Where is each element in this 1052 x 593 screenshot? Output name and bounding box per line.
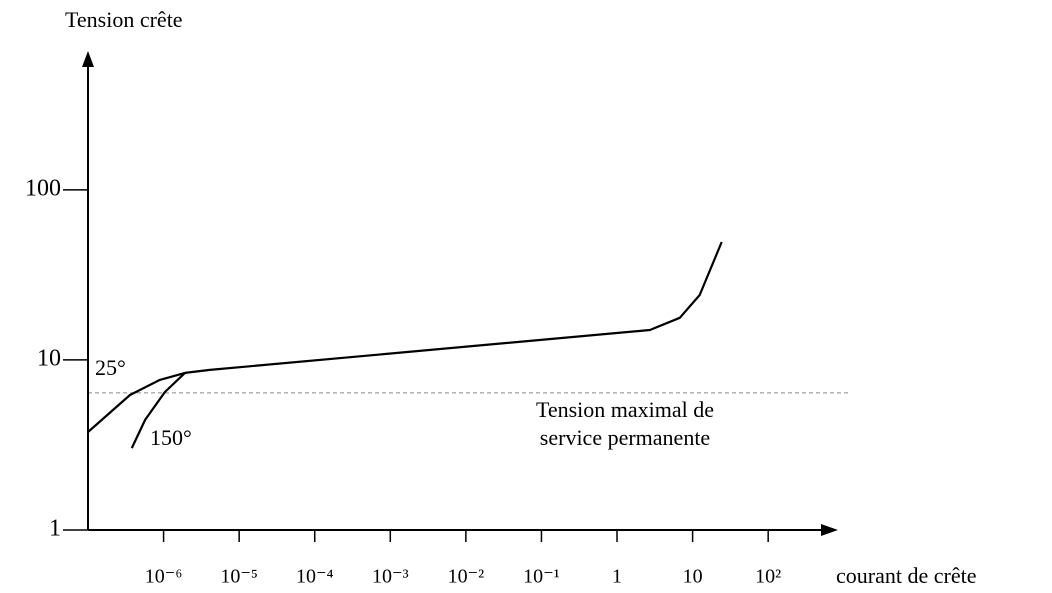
x-tick-label: 10⁻²: [448, 566, 485, 588]
y-axis-arrow: [82, 51, 94, 67]
x-tick-label: 1: [612, 566, 622, 588]
x-tick-label: 10²: [755, 566, 781, 588]
y-tick-label: 1: [49, 516, 61, 542]
reference-label: Tension maximal de: [536, 397, 714, 422]
series-line: [87, 241, 723, 433]
x-tick-label: 10: [683, 566, 703, 588]
x-axis-arrow: [821, 524, 838, 536]
y-tick-label: 10: [37, 345, 61, 371]
x-tick-label: 10⁻⁶: [145, 566, 183, 588]
y-tick-label: 100: [25, 175, 61, 201]
series-label: 25°: [95, 355, 126, 380]
x-tick-label: 10⁻⁵: [220, 566, 258, 588]
series-label: 150°: [150, 425, 192, 450]
x-tick-label: 10⁻¹: [523, 566, 560, 588]
y-axis-label: Tension crête: [65, 7, 183, 32]
x-axis-label: courant de crête: [836, 563, 976, 588]
x-tick-label: 10⁻⁴: [296, 566, 334, 588]
x-tick-label: 10⁻³: [372, 566, 409, 588]
reference-label: service permanente: [540, 425, 710, 450]
series-line: [130, 372, 186, 449]
